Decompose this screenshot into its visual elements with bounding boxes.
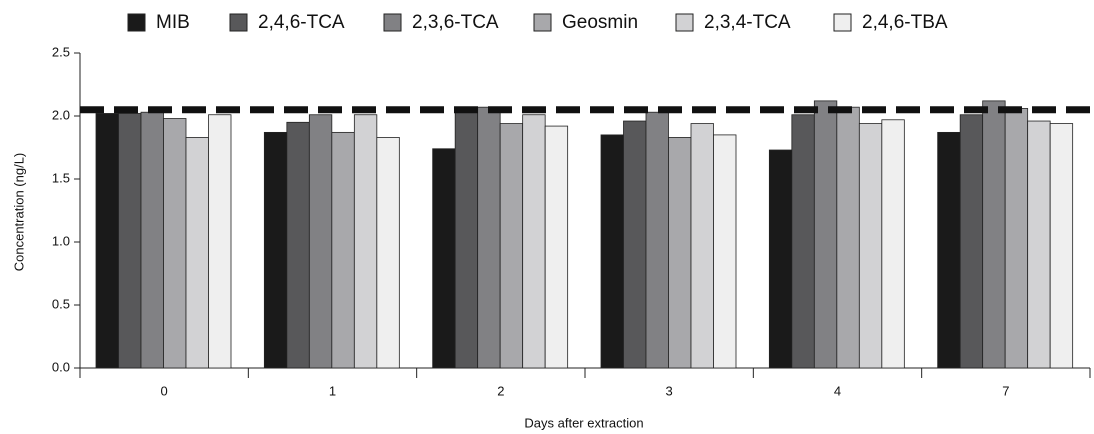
bar xyxy=(1049,123,1074,369)
x-tick-label: 7 xyxy=(1002,383,1009,398)
bar xyxy=(858,123,883,369)
bar xyxy=(331,131,355,369)
bar xyxy=(499,123,524,369)
bar xyxy=(881,119,905,369)
bar xyxy=(645,111,669,369)
legend-label: Geosmin xyxy=(562,12,638,33)
legend-label: 2,4,6-TCA xyxy=(258,12,345,33)
x-tick-label: 3 xyxy=(666,383,673,398)
bar xyxy=(813,100,838,369)
legend: MIB 2,4,6-TCA 2,3,6-TCA Geosmin 2,3,4-TCA 2,4… xyxy=(127,12,948,33)
legend-label: 2,3,6-TCA xyxy=(412,12,499,33)
bar xyxy=(454,109,479,369)
legend-swatch xyxy=(383,13,402,32)
bar xyxy=(477,106,501,369)
bar xyxy=(959,114,984,369)
y-axis-label: Concentration (ng/L) xyxy=(11,153,26,272)
legend-swatch xyxy=(127,13,146,32)
bar xyxy=(118,113,142,369)
bar xyxy=(163,118,187,369)
bar xyxy=(376,137,400,369)
bar xyxy=(353,114,378,369)
bar xyxy=(185,137,209,369)
x-tick-label: 2 xyxy=(497,383,504,398)
bar xyxy=(1004,108,1029,369)
x-axis-label: Days after extraction xyxy=(524,415,643,430)
bar xyxy=(432,148,456,369)
bar xyxy=(308,114,333,369)
bar xyxy=(713,134,737,369)
y-tick-label: 2.5 xyxy=(52,44,70,59)
y-tick-label: 1.5 xyxy=(52,170,70,185)
legend-label: MIB xyxy=(156,12,190,33)
bar xyxy=(791,114,815,369)
bar xyxy=(140,111,164,369)
x-tick-label: 1 xyxy=(329,383,336,398)
y-tick-label: 0.5 xyxy=(52,296,70,311)
bar xyxy=(836,106,860,369)
bar xyxy=(1027,120,1051,369)
bar xyxy=(937,131,961,369)
bar xyxy=(982,100,1006,369)
legend-swatch xyxy=(229,13,248,32)
bar xyxy=(668,137,692,369)
legend-swatch xyxy=(533,13,552,32)
legend-label: 2,3,4-TCA xyxy=(704,12,791,33)
bar xyxy=(522,114,546,369)
y-tick-label: 0.0 xyxy=(52,359,70,374)
x-tick-label: 4 xyxy=(834,383,841,398)
bar xyxy=(208,114,232,369)
x-tick-label: 0 xyxy=(161,383,168,398)
bar xyxy=(263,131,288,369)
y-tick-label: 2.0 xyxy=(52,107,70,122)
bar xyxy=(544,125,569,369)
legend-swatch xyxy=(833,13,852,32)
legend-label: 2,4,6-TBA xyxy=(862,12,948,33)
bar xyxy=(623,120,647,369)
bar xyxy=(768,149,793,369)
bar xyxy=(286,121,310,369)
bar xyxy=(690,123,714,369)
y-tick-label: 1.0 xyxy=(52,233,70,248)
bar xyxy=(600,134,624,369)
bar xyxy=(95,113,119,369)
legend-swatch xyxy=(675,13,694,32)
